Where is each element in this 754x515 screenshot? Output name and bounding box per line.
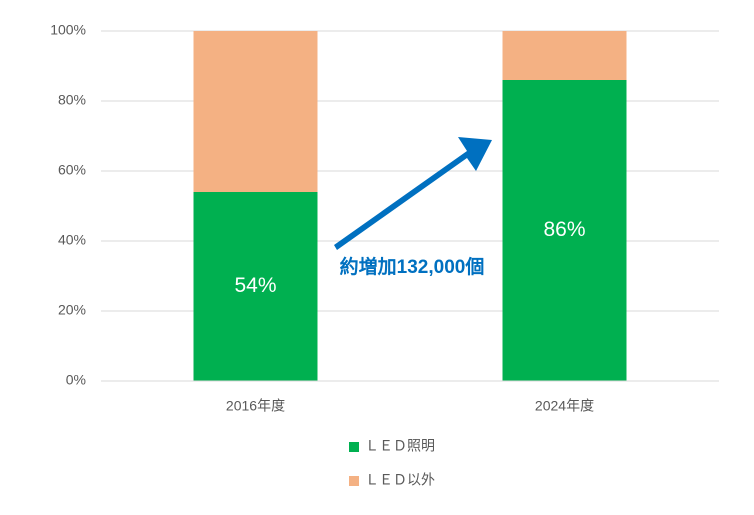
- bar-segment: [502, 31, 627, 80]
- x-tick-label: 2016年度: [226, 398, 285, 414]
- bar-segment: [193, 192, 318, 381]
- y-tick-label: 100%: [50, 22, 86, 38]
- value-label: 86%: [543, 218, 585, 241]
- arrow: [334, 137, 492, 250]
- legend-label: ＬＥＤ照明: [365, 438, 435, 454]
- annotation: 約増加132,000個: [340, 255, 485, 278]
- y-tick-label: 40%: [58, 232, 86, 248]
- x-tick-label: 2024年度: [535, 398, 594, 414]
- y-tick-label: 80%: [58, 92, 86, 108]
- value-label: 54%: [234, 274, 276, 297]
- y-tick-label: 20%: [58, 302, 86, 318]
- bar-segment: [193, 31, 318, 192]
- legend-label: ＬＥＤ以外: [365, 472, 435, 488]
- legend-swatch: [349, 476, 359, 486]
- y-tick-label: 60%: [58, 162, 86, 178]
- bar-segment: [502, 80, 627, 381]
- y-tick-label: 0%: [66, 372, 86, 388]
- legend-swatch: [349, 442, 359, 452]
